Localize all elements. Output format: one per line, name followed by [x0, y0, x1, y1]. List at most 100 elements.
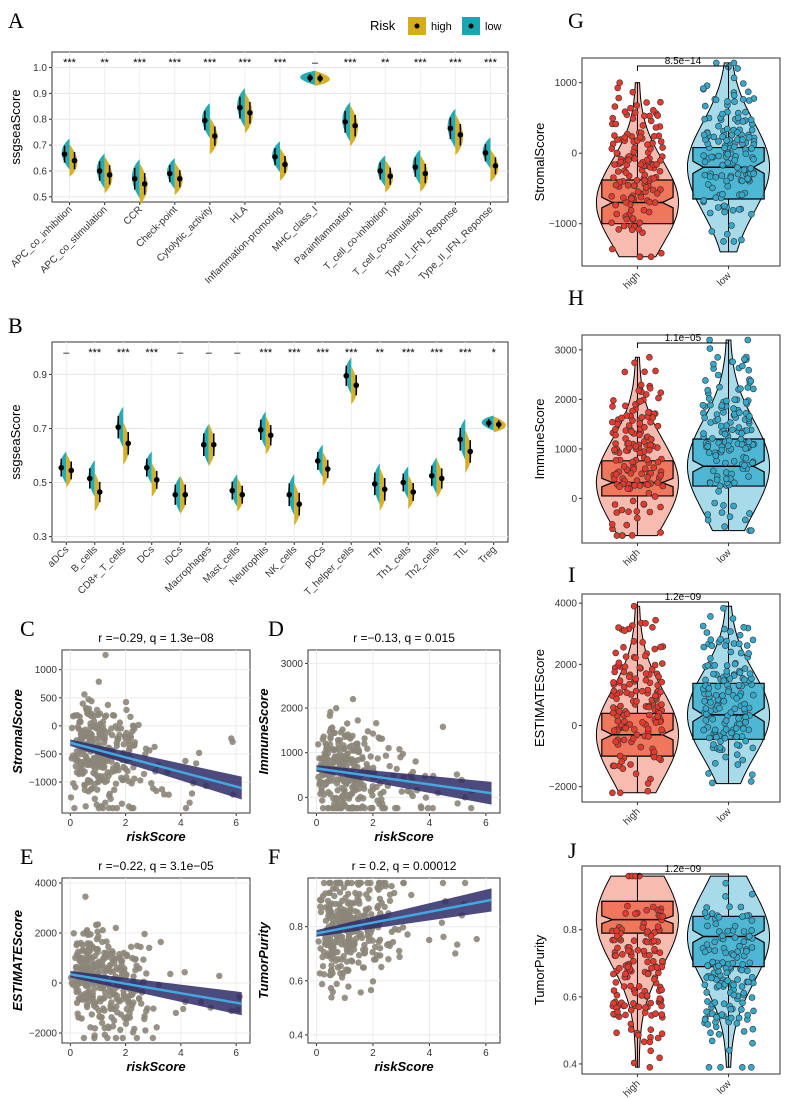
jitter-point — [610, 999, 617, 1007]
scatter-point — [454, 800, 461, 807]
jitter-point — [644, 787, 652, 795]
jitter-point — [626, 680, 633, 688]
scatter-point — [344, 750, 351, 757]
y-axis-label: ImmuneScore — [532, 399, 547, 480]
jitter-point — [720, 502, 727, 509]
y-axis-label: StromalScore — [10, 689, 25, 774]
jitter-point — [627, 761, 634, 768]
jitter-point — [608, 193, 616, 200]
scatter-point — [426, 936, 433, 944]
jitter-point — [699, 85, 707, 92]
scatter-point — [369, 804, 376, 812]
scatter-point — [110, 1017, 118, 1024]
jitter-point — [706, 345, 714, 352]
scatter-title: r =−0.29, q = 1.3e−08 — [98, 631, 214, 645]
x-tick-label: 6 — [483, 818, 489, 829]
jitter-point — [745, 438, 753, 446]
median-point-low — [296, 501, 303, 507]
jitter-point — [608, 520, 616, 528]
jitter-point — [616, 79, 624, 86]
scatter-point — [372, 943, 379, 951]
jitter-point — [611, 425, 619, 433]
jitter-point — [657, 138, 665, 145]
scatter-point — [132, 966, 139, 974]
jitter-point — [709, 958, 716, 966]
jitter-point — [654, 1034, 662, 1042]
scatter-point — [334, 939, 341, 946]
scatter-point — [332, 879, 339, 887]
jitter-point — [722, 642, 729, 650]
jitter-point — [723, 397, 730, 405]
scatter-point — [121, 1014, 128, 1022]
jitter-point — [742, 454, 750, 462]
scatter-point — [108, 725, 115, 732]
jitter-point — [651, 661, 659, 669]
y-axis-label: TumorPurity — [256, 921, 271, 999]
jitter-point — [733, 694, 740, 702]
scatter-point — [127, 713, 134, 720]
jitter-point — [613, 509, 621, 516]
jitter-point — [644, 481, 652, 489]
scatter-point — [229, 738, 236, 745]
scatter-point — [109, 731, 116, 739]
jitter-point — [724, 977, 731, 984]
scatter-point — [399, 924, 407, 931]
jitter-point — [700, 430, 707, 437]
scatter-point — [149, 1034, 157, 1042]
jitter-point — [657, 98, 664, 106]
scatter-point — [353, 935, 360, 942]
jitter-point — [723, 667, 731, 675]
scatter-point — [122, 735, 129, 742]
y-axis-label: StromalScore — [532, 123, 547, 202]
pvalue-label: 1.1e−05 — [665, 333, 702, 344]
jitter-point — [735, 640, 743, 648]
jitter-point — [730, 981, 737, 989]
jitter-point — [749, 691, 757, 699]
jitter-point — [728, 729, 735, 737]
median-point-high — [61, 151, 68, 157]
scatter-point — [87, 963, 94, 970]
scatter-point — [105, 772, 112, 780]
jitter-point — [613, 1029, 620, 1037]
median-point-low — [410, 489, 417, 495]
jitter-point — [721, 144, 728, 152]
scatter-point — [356, 900, 363, 907]
jitter-point — [703, 1008, 710, 1016]
jitter-point — [650, 464, 658, 472]
median-point-high — [58, 464, 65, 471]
jitter-point — [709, 715, 717, 723]
x-tick-label: iDCs — [162, 544, 185, 567]
jitter-point — [737, 385, 744, 393]
scatter-point — [91, 1032, 98, 1039]
scatter-point — [120, 763, 127, 771]
scatter-point — [333, 804, 340, 812]
jitter-point — [641, 368, 648, 376]
jitter-point — [625, 673, 633, 681]
jitter-point — [701, 697, 708, 705]
jitter-point — [623, 689, 631, 697]
jitter-point — [636, 219, 644, 227]
jitter-point — [612, 979, 620, 986]
scatter-point — [344, 948, 351, 955]
jitter-point — [738, 236, 745, 244]
jitter-point — [748, 973, 756, 981]
scatter-point — [328, 900, 335, 907]
significance-label: – — [206, 347, 213, 359]
jitter-point — [640, 1038, 648, 1046]
jitter-point — [713, 1013, 720, 1021]
scatter-point — [79, 700, 87, 707]
scatter-point — [363, 891, 370, 898]
scatter-point — [100, 955, 107, 962]
jitter-point — [636, 420, 644, 427]
jitter-point — [737, 649, 745, 657]
scatter-point — [360, 946, 367, 953]
jitter-point — [720, 604, 727, 612]
scatter-point — [110, 1005, 117, 1012]
jitter-point — [744, 1011, 752, 1019]
scatter-point — [105, 943, 112, 951]
scatter-point — [102, 651, 109, 659]
jitter-point — [715, 962, 722, 970]
significance-label: *** — [288, 347, 302, 359]
jitter-point — [714, 353, 722, 361]
panel-label-h: H — [568, 285, 584, 310]
